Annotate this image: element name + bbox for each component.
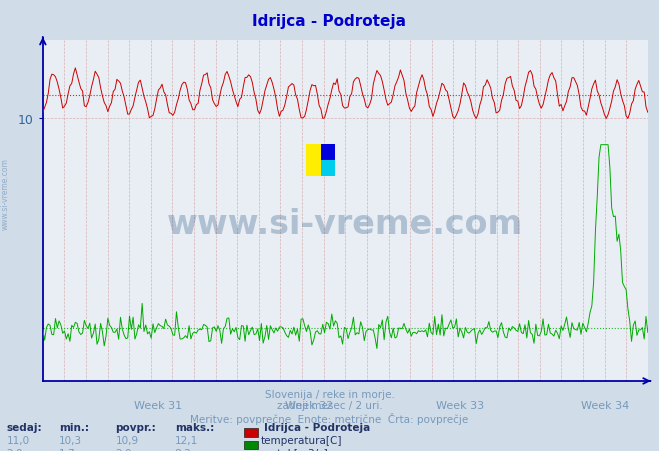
Text: 2,0: 2,0 — [7, 448, 23, 451]
Text: sedaj:: sedaj: — [7, 422, 42, 432]
Bar — [320, 144, 335, 161]
Text: 10,3: 10,3 — [59, 435, 82, 445]
Text: maks.:: maks.: — [175, 422, 214, 432]
Text: pretok[m3/s]: pretok[m3/s] — [260, 448, 328, 451]
Text: Week 33: Week 33 — [436, 400, 484, 410]
Text: Week 31: Week 31 — [134, 400, 182, 410]
Text: Week 34: Week 34 — [581, 400, 629, 410]
Text: zadnji mesec / 2 uri.: zadnji mesec / 2 uri. — [277, 400, 382, 410]
Text: 8,3: 8,3 — [175, 448, 191, 451]
Text: temperatura[C]: temperatura[C] — [260, 435, 342, 445]
Text: www.si-vreme.com: www.si-vreme.com — [167, 208, 523, 241]
Text: Slovenija / reke in morje.: Slovenija / reke in morje. — [264, 389, 395, 399]
Text: min.:: min.: — [59, 422, 90, 432]
Text: 2,0: 2,0 — [115, 448, 132, 451]
Text: www.si-vreme.com: www.si-vreme.com — [1, 158, 10, 230]
Text: 12,1: 12,1 — [175, 435, 198, 445]
Text: 11,0: 11,0 — [7, 435, 30, 445]
Text: Meritve: povprečne  Enote: metrične  Črta: povprečje: Meritve: povprečne Enote: metrične Črta:… — [190, 412, 469, 424]
Text: 1,7: 1,7 — [59, 448, 76, 451]
Text: povpr.:: povpr.: — [115, 422, 156, 432]
Bar — [306, 144, 320, 177]
Bar — [320, 161, 335, 177]
Text: Idrijca - Podroteja: Idrijca - Podroteja — [252, 14, 407, 28]
Text: Idrijca - Podroteja: Idrijca - Podroteja — [264, 422, 370, 432]
Text: Week 32: Week 32 — [285, 400, 333, 410]
Text: 10,9: 10,9 — [115, 435, 138, 445]
